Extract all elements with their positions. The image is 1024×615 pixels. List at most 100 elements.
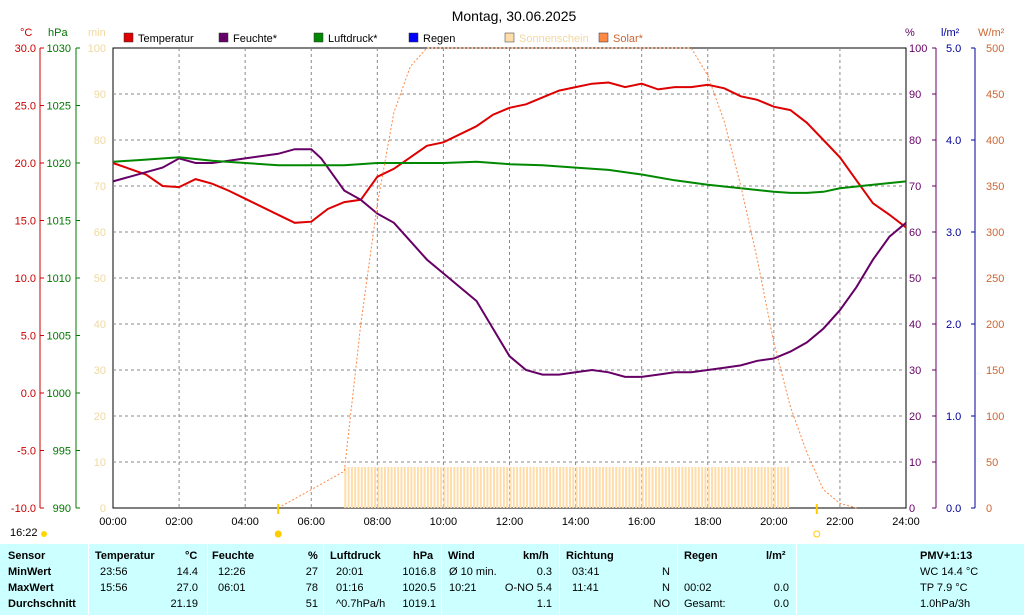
sunshine-bar bbox=[420, 467, 423, 508]
stat-wind-label: 10:21 bbox=[449, 582, 477, 594]
chart-title: Montag, 30.06.2025 bbox=[452, 8, 577, 24]
sunshine-bar bbox=[658, 467, 661, 508]
sunshine-bar bbox=[397, 467, 400, 508]
chart-grid bbox=[112, 47, 907, 509]
sunshine-bar bbox=[747, 467, 750, 508]
x-tick-label: 14:00 bbox=[562, 516, 590, 528]
sunshine-bar bbox=[734, 467, 737, 508]
pressure-tick-label: 995 bbox=[53, 446, 71, 458]
sunshine-bar bbox=[602, 467, 605, 508]
sunshine-bar bbox=[512, 467, 515, 508]
sunshine-bar bbox=[605, 467, 608, 508]
sunshine-bar bbox=[479, 467, 482, 508]
sunshine-bar bbox=[443, 467, 446, 508]
header-temp: Temperatur bbox=[95, 550, 155, 562]
sunshine-bar bbox=[450, 467, 453, 508]
pressure-unit-label: hPa bbox=[48, 27, 68, 39]
sunshine-bar bbox=[433, 467, 436, 508]
x-tick-label: 20:00 bbox=[760, 516, 788, 528]
humidity-tick-label: 30 bbox=[909, 365, 921, 377]
stat-hum-val: 78 bbox=[305, 582, 318, 594]
sunshine-bar bbox=[535, 467, 538, 508]
pressure-tick-label: 1010 bbox=[47, 273, 71, 285]
stat-hum-val: 27 bbox=[305, 566, 318, 578]
stat-wind-val: O-NO 5.4 bbox=[504, 582, 552, 594]
pressure-tick-label: 990 bbox=[53, 503, 71, 515]
sunrise-icon bbox=[274, 530, 282, 538]
sunshine-bar bbox=[370, 467, 373, 508]
sunshine-bar bbox=[638, 467, 641, 508]
sunshine-bar bbox=[526, 467, 529, 508]
solar-tick-label: 500 bbox=[986, 43, 1004, 55]
sunshine-tick-label: 30 bbox=[94, 365, 106, 377]
stat-dir-time: 11:41 bbox=[572, 582, 599, 594]
humidity-tick-label: 90 bbox=[909, 89, 921, 101]
sunshine-bar bbox=[407, 467, 410, 508]
sunshine-bar bbox=[681, 467, 684, 508]
sunshine-bar bbox=[757, 467, 760, 508]
sunshine-bar bbox=[383, 467, 386, 508]
sunshine-bar bbox=[403, 467, 406, 508]
legend-label: Regen bbox=[423, 33, 455, 45]
sunshine-tick-label: 90 bbox=[94, 89, 106, 101]
sunshine-bar bbox=[440, 467, 443, 508]
sunshine-bar bbox=[740, 467, 743, 508]
sunshine-bar bbox=[552, 467, 555, 508]
stat-label: MinWert bbox=[8, 566, 52, 578]
stat-press-time: ^0.7hPa/h bbox=[336, 598, 386, 610]
sunshine-bar bbox=[506, 467, 509, 508]
sunshine-bar bbox=[509, 467, 512, 508]
sunshine-bar bbox=[654, 467, 657, 508]
legend-swatch bbox=[123, 32, 134, 43]
stat-rain-val: 0.0 bbox=[773, 598, 789, 610]
temp-tick-label: 25.0 bbox=[15, 101, 36, 113]
humidity-tick-label: 100 bbox=[909, 43, 927, 55]
stat-temp-val: 14.4 bbox=[176, 566, 198, 578]
sunshine-bar bbox=[436, 467, 439, 508]
humidity-tick-label: 10 bbox=[909, 457, 921, 469]
temp-tick-label: 0.0 bbox=[21, 388, 36, 400]
pressure-tick-label: 1020 bbox=[47, 158, 71, 170]
chart-series bbox=[112, 47, 907, 509]
stat-rain-val: 0.0 bbox=[773, 582, 789, 594]
stat-wind-label: Ø 10 min. bbox=[449, 566, 497, 578]
sunshine-bar bbox=[374, 467, 377, 508]
sunshine-bars bbox=[344, 467, 790, 508]
humidity-tick-label: 0 bbox=[909, 503, 915, 515]
sunshine-tick-label: 100 bbox=[88, 43, 106, 55]
sunshine-bar bbox=[469, 467, 472, 508]
weather-chart: Montag, 30.06.2025 Temperatur Feuchte* Luf… bbox=[11, 8, 1005, 538]
sunshine-tick-label: 60 bbox=[94, 227, 106, 239]
solar-tick-label: 450 bbox=[986, 89, 1004, 101]
stat-extra: 1.0hPa/3h bbox=[920, 598, 971, 610]
sunshine-bar bbox=[522, 467, 525, 508]
sunshine-bar bbox=[585, 467, 588, 508]
pressure-tick-label: 1000 bbox=[47, 388, 71, 400]
sunshine-bar bbox=[539, 467, 542, 508]
header-hum: Feuchte bbox=[212, 550, 255, 562]
stat-dir-val: NO bbox=[653, 598, 671, 610]
sunshine-bar bbox=[347, 467, 350, 508]
sunshine-unit-label: min bbox=[88, 27, 106, 39]
sunshine-bar bbox=[499, 467, 502, 508]
sunshine-bar bbox=[631, 467, 634, 508]
sunshine-bar bbox=[625, 467, 628, 508]
legend-swatch bbox=[218, 32, 229, 43]
solar-unit-label: W/m² bbox=[978, 27, 1005, 39]
sunshine-bar bbox=[568, 467, 571, 508]
sunshine-bar bbox=[463, 467, 466, 508]
stat-temp-val: 21.19 bbox=[170, 598, 198, 610]
sunshine-bar bbox=[486, 467, 489, 508]
stat-press-time: 20:01 bbox=[336, 566, 364, 578]
sunshine-bar bbox=[618, 467, 621, 508]
legend-swatch bbox=[598, 32, 609, 43]
solar-tick-label: 350 bbox=[986, 181, 1004, 193]
temp-tick-label: 20.0 bbox=[15, 158, 36, 170]
sunshine-bar bbox=[678, 467, 681, 508]
sunshine-tick-label: 40 bbox=[94, 319, 106, 331]
sunshine-bar bbox=[344, 467, 347, 508]
sunshine-bar bbox=[671, 467, 674, 508]
sunshine-bar bbox=[459, 467, 462, 508]
sunshine-bar bbox=[635, 467, 638, 508]
humidity-unit-label: % bbox=[905, 27, 915, 39]
